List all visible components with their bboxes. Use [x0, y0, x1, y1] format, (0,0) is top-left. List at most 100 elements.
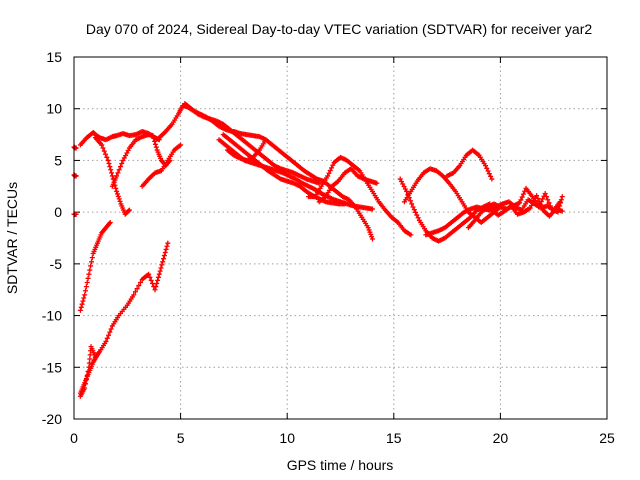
y-tick-label: -5 — [50, 256, 63, 272]
series-track-12 — [182, 101, 322, 186]
data-point — [409, 201, 415, 207]
data-point — [536, 198, 542, 204]
data-point — [103, 338, 109, 344]
x-tick-label: 25 — [599, 430, 615, 446]
y-tick-labels: 15 10 5 0 -5 -10 -15 -20 — [42, 49, 62, 427]
chart-title: Day 070 of 2024, Sidereal Day-to-day VTE… — [86, 21, 592, 37]
data-point — [152, 138, 158, 144]
data-point — [486, 171, 492, 177]
data-point — [103, 151, 109, 157]
data-point — [539, 204, 545, 210]
series-track-24 — [489, 193, 565, 219]
data-point — [482, 163, 488, 169]
data-point — [546, 200, 552, 206]
data-point — [414, 212, 420, 218]
data-point — [88, 259, 94, 265]
series-track-06 — [109, 132, 173, 189]
data-points — [71, 101, 565, 399]
grid — [74, 57, 607, 419]
data-point — [116, 196, 122, 202]
data-point — [79, 301, 85, 307]
data-point — [411, 207, 417, 213]
data-point — [415, 215, 421, 221]
data-point — [116, 167, 122, 173]
series-track-08 — [77, 219, 113, 313]
data-point — [545, 197, 551, 203]
data-point — [374, 180, 380, 186]
series-track-10 — [77, 352, 100, 396]
series-track-16 — [225, 137, 269, 163]
data-point — [114, 173, 120, 179]
data-point — [114, 191, 120, 197]
data-point — [159, 262, 165, 268]
data-point — [369, 236, 375, 242]
data-point — [520, 191, 526, 197]
x-tick-labels: 0 5 10 15 20 25 — [70, 430, 615, 446]
data-point — [134, 286, 140, 292]
y-tick-label: 15 — [46, 49, 62, 65]
data-point — [165, 240, 171, 246]
y-tick-label: 5 — [54, 152, 62, 168]
data-point — [78, 304, 84, 310]
data-point — [85, 275, 91, 281]
data-point — [117, 164, 123, 170]
data-point — [330, 162, 336, 168]
data-point — [80, 298, 86, 304]
y-tick-label: 0 — [54, 204, 62, 220]
data-point — [100, 145, 106, 151]
data-point — [559, 194, 565, 200]
data-point — [84, 279, 90, 285]
data-point — [115, 170, 121, 176]
data-point — [369, 206, 375, 212]
data-point — [109, 173, 115, 179]
data-point — [99, 142, 105, 148]
data-point — [557, 203, 563, 209]
series-track-05 — [92, 135, 132, 217]
data-point — [150, 133, 156, 139]
data-point — [89, 255, 95, 261]
data-point — [77, 307, 83, 313]
x-tick-label: 5 — [177, 430, 185, 446]
data-point — [534, 193, 540, 199]
data-point — [132, 289, 138, 295]
data-point — [115, 193, 121, 199]
series-track-07 — [139, 142, 184, 189]
data-point — [547, 203, 553, 209]
data-point — [329, 165, 335, 171]
data-point — [325, 173, 331, 179]
x-axis-label: GPS time / hours — [287, 457, 394, 473]
data-point — [104, 154, 110, 160]
data-point — [163, 246, 169, 252]
data-point — [149, 281, 155, 287]
data-point — [107, 164, 113, 170]
data-point — [540, 196, 546, 202]
data-point — [558, 200, 564, 206]
series-track-14 — [231, 128, 375, 242]
data-point — [558, 197, 564, 203]
data-point — [327, 168, 333, 174]
data-point — [164, 243, 170, 249]
data-point — [488, 173, 494, 179]
data-point — [82, 292, 88, 298]
data-point — [153, 144, 159, 150]
data-point — [154, 281, 160, 287]
data-point — [136, 283, 142, 289]
data-point — [138, 279, 144, 285]
data-point — [147, 274, 153, 280]
data-point — [87, 267, 93, 273]
data-point — [113, 185, 119, 191]
x-tick-label: 20 — [493, 430, 509, 446]
data-point — [155, 277, 161, 283]
data-point — [107, 329, 113, 335]
data-point — [485, 168, 491, 174]
data-point — [162, 249, 168, 255]
data-point — [413, 209, 419, 215]
x-tick-label: 15 — [386, 430, 402, 446]
data-point — [263, 137, 269, 143]
data-point — [155, 274, 161, 280]
data-point — [410, 204, 416, 210]
data-point — [104, 335, 110, 341]
data-point — [489, 176, 495, 182]
